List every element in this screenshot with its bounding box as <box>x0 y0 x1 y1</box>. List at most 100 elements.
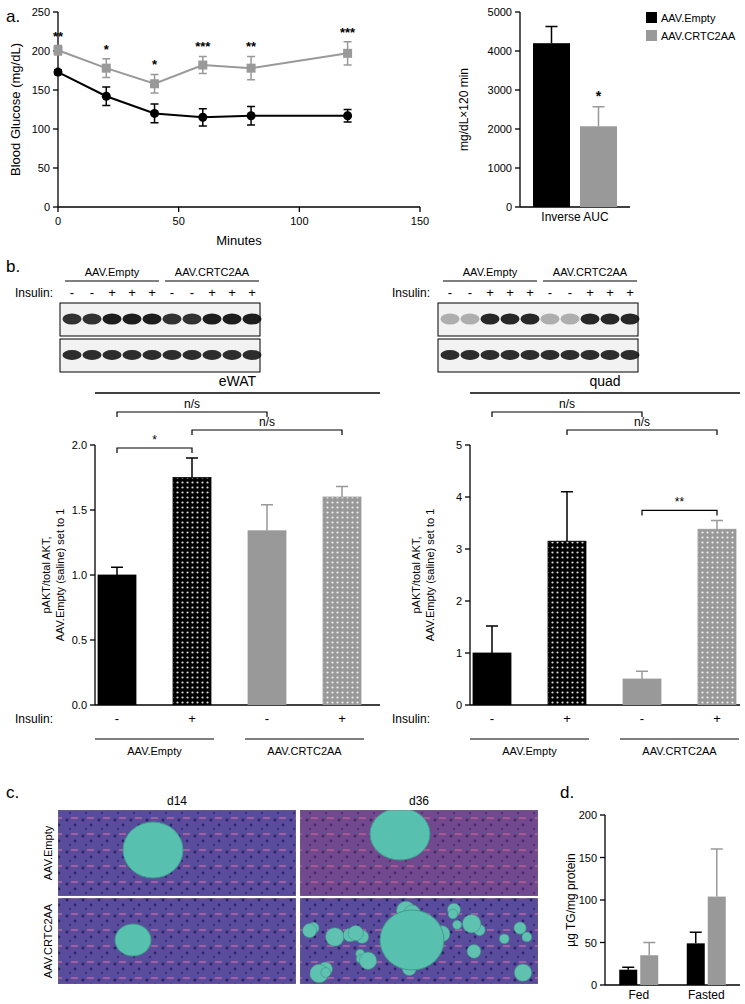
blot-insulin-label: Insulin: <box>392 286 430 300</box>
y-tick-label: 5000 <box>488 6 512 18</box>
panel-label: a. <box>6 7 20 26</box>
y-tick-label: 0 <box>591 979 597 991</box>
error-bar <box>247 106 255 125</box>
histology-image <box>58 810 296 896</box>
blot-band <box>521 350 540 360</box>
blot-band <box>541 314 560 325</box>
error-bar <box>636 671 648 679</box>
error-bar <box>622 967 634 970</box>
blot-group-label: AAV.CRTC2AA <box>553 266 628 278</box>
y-axis-label: pAKT/total AKT, <box>410 536 422 613</box>
y-tick <box>53 167 58 168</box>
y-axis <box>519 12 520 207</box>
y-tick <box>90 509 95 510</box>
blot-box <box>60 339 260 372</box>
significance: * <box>152 433 157 447</box>
x-tick-label: + <box>713 711 721 726</box>
significance: * <box>152 57 158 72</box>
blot-lane-label: - <box>468 285 472 300</box>
error-bar <box>344 42 352 65</box>
row-label: AAV.CRTC2AA <box>42 903 54 978</box>
y-axis-label: mg/dL×120 min <box>457 68 471 151</box>
group-rule <box>245 738 364 739</box>
x-tick-label: 150 <box>411 215 429 227</box>
title-rule <box>95 392 380 394</box>
marker <box>102 92 111 101</box>
y-tick <box>515 206 520 207</box>
blot-band <box>183 350 202 360</box>
x-tick-label: + <box>563 711 571 726</box>
group-label: AAV.CRTC2AA <box>642 745 717 757</box>
blot-band <box>63 350 82 360</box>
bar <box>173 478 211 706</box>
y-tick-label: 150 <box>579 852 597 864</box>
bar <box>708 897 726 985</box>
tissue <box>58 810 296 896</box>
y-tick <box>515 167 520 168</box>
significance: * <box>104 42 110 57</box>
group-rule <box>95 738 214 739</box>
histology-image <box>300 898 538 984</box>
y-axis-label: pAKT/total AKT, <box>40 536 52 613</box>
blot-band <box>501 314 520 325</box>
bar <box>580 126 617 207</box>
group-label: AAV.CRTC2AA <box>267 745 342 757</box>
blot-lane-label: + <box>506 285 514 300</box>
blot-band <box>561 350 580 360</box>
y-tick <box>465 600 470 601</box>
y-tick-label: 4 <box>456 491 462 503</box>
x-tick <box>57 207 58 212</box>
error-bar <box>593 107 605 127</box>
y-tick <box>53 89 58 90</box>
error-bar <box>151 104 159 123</box>
image-frame <box>300 898 538 984</box>
significance-bracket <box>642 510 717 515</box>
y-tick <box>600 899 605 900</box>
blot-band <box>521 314 540 325</box>
bar <box>623 679 661 705</box>
blot-band <box>123 350 142 360</box>
significance: * <box>596 88 602 104</box>
y-tick-label: 1.0 <box>72 569 87 581</box>
significance: n/s <box>634 415 650 429</box>
x-tick <box>299 207 300 212</box>
lipid-droplet <box>514 922 526 934</box>
panel-label: c. <box>6 783 19 802</box>
blot-lane-label: + <box>148 285 156 300</box>
vessel <box>115 924 151 956</box>
x-tick-label: - <box>115 711 119 726</box>
lipid-droplet <box>522 932 532 942</box>
significance: ** <box>53 29 64 44</box>
bars-group <box>533 26 617 207</box>
x-tick-label: 0 <box>55 215 61 227</box>
blot-band <box>123 314 142 325</box>
blot-group-rule <box>543 281 637 282</box>
y-tick-label: 2000 <box>488 123 512 135</box>
histology-image <box>58 898 296 984</box>
blot-band <box>621 350 640 360</box>
error-bar <box>199 109 207 126</box>
y-tick-label: 1.5 <box>72 504 87 516</box>
image-frame <box>58 898 296 984</box>
error-bar <box>344 110 352 122</box>
y-tick-label: 0.5 <box>72 634 87 646</box>
blot-lane-label: + <box>228 285 236 300</box>
blot-band <box>441 314 460 325</box>
blot-band <box>103 350 122 360</box>
row-label: AAV.Empty <box>42 825 54 880</box>
lipid-droplet <box>448 909 458 919</box>
bar <box>323 497 361 705</box>
y-tick-label: 100 <box>32 123 50 135</box>
group-label: AAV.Empty <box>502 745 557 757</box>
y-tick-label: 50 <box>38 162 50 174</box>
x-tick-label: + <box>338 711 346 726</box>
blot-lane-label: + <box>248 285 256 300</box>
blot-band <box>143 350 162 360</box>
panel-label: d. <box>560 783 574 802</box>
blot-band <box>461 314 480 325</box>
y-tick-label: 250 <box>32 6 50 18</box>
blot-box <box>60 303 260 336</box>
error-bar <box>111 567 123 575</box>
chart-title: eWAT <box>219 373 257 389</box>
y-tick <box>600 942 605 943</box>
